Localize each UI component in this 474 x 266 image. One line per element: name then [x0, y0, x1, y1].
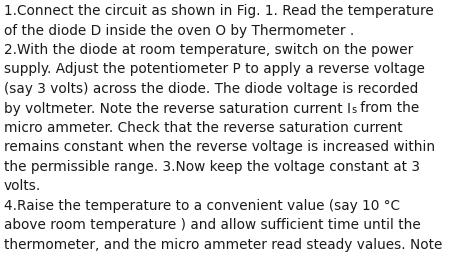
- Text: above room temperature ) and allow sufficient time until the: above room temperature ) and allow suffi…: [4, 218, 421, 232]
- Text: (say 3 volts) across the diode. The diode voltage is recorded: (say 3 volts) across the diode. The diod…: [4, 82, 418, 96]
- Text: by voltmeter. Note the reverse saturation current I: by voltmeter. Note the reverse saturatio…: [4, 102, 351, 115]
- Text: of the diode D inside the oven O by Thermometer .: of the diode D inside the oven O by Ther…: [4, 23, 354, 38]
- Text: 4.Raise the temperature to a convenient value (say 10 °C: 4.Raise the temperature to a convenient …: [4, 199, 400, 213]
- Text: 2.With the diode at room temperature, switch on the power: 2.With the diode at room temperature, sw…: [4, 43, 413, 57]
- Text: volts.: volts.: [4, 180, 41, 193]
- Text: 1.Connect the circuit as shown in Fig. 1. Read the temperature: 1.Connect the circuit as shown in Fig. 1…: [4, 4, 434, 18]
- Text: micro ammeter. Check that the reverse saturation current: micro ammeter. Check that the reverse sa…: [4, 121, 402, 135]
- Text: supply. Adjust the potentiometer P to apply a reverse voltage: supply. Adjust the potentiometer P to ap…: [4, 63, 425, 77]
- Text: the permissible range. 3.Now keep the voltage constant at 3: the permissible range. 3.Now keep the vo…: [4, 160, 420, 174]
- Text: remains constant when the reverse voltage is increased within: remains constant when the reverse voltag…: [4, 140, 435, 155]
- Text: s: s: [351, 105, 356, 115]
- Text: thermometer, and the micro ammeter read steady values. Note: thermometer, and the micro ammeter read …: [4, 238, 442, 252]
- Text: from the: from the: [356, 102, 419, 115]
